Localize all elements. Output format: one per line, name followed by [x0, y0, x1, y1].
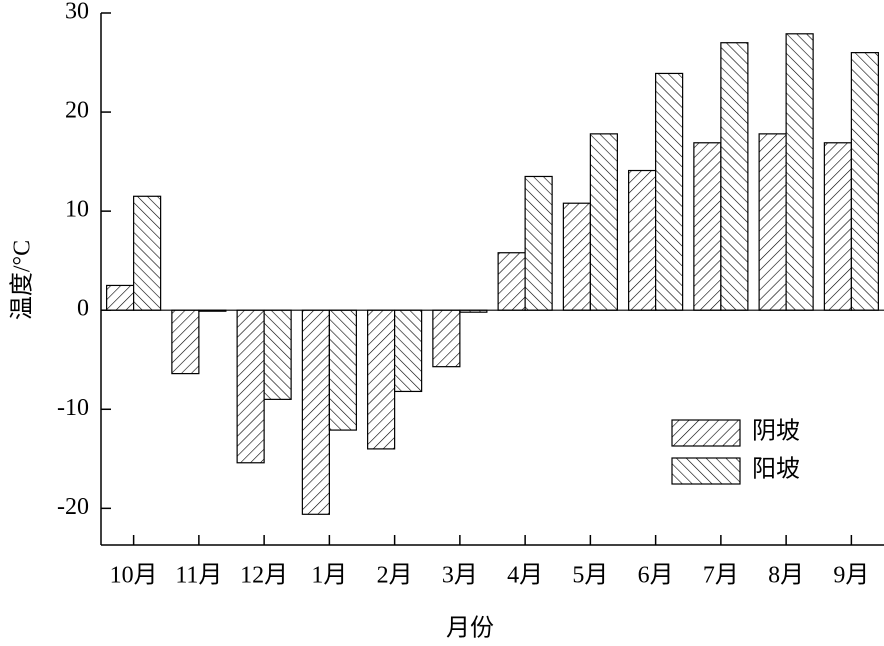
bar — [497, 252, 526, 311]
bar — [758, 133, 787, 311]
x-tick-label: 8月 — [768, 563, 804, 589]
bar — [850, 52, 879, 311]
legend-label: 阴坡 — [752, 418, 800, 445]
bar — [367, 309, 396, 450]
y-tick-label: -10 — [57, 395, 89, 421]
x-tick-label: 2月 — [377, 563, 413, 589]
x-tick-label: 11月 — [175, 563, 222, 589]
bar — [823, 142, 852, 311]
bar — [301, 309, 330, 515]
bar — [133, 195, 162, 311]
bar — [785, 33, 814, 311]
legend-label: 阳坡 — [752, 456, 800, 483]
x-tick-label: 9月 — [833, 563, 869, 589]
x-tick-label: 6月 — [638, 563, 674, 589]
y-tick-label: 10 — [65, 197, 89, 223]
bar — [432, 309, 461, 368]
x-tick-label: 3月 — [442, 563, 478, 589]
bar — [394, 309, 423, 393]
bar — [628, 169, 657, 311]
x-tick-label: 12月 — [240, 563, 288, 589]
bar — [328, 309, 357, 431]
bar — [524, 175, 553, 311]
y-tick-label: 20 — [65, 98, 89, 124]
bar — [106, 284, 135, 311]
x-tick-label: 1月 — [311, 563, 347, 589]
bar — [655, 72, 684, 311]
legend-swatch — [671, 457, 741, 485]
y-tick-label: 30 — [65, 0, 89, 25]
x-tick-label: 10月 — [110, 563, 158, 589]
bar — [263, 309, 292, 400]
x-tick-label: 5月 — [572, 563, 608, 589]
x-tick-label: 4月 — [507, 563, 543, 589]
legend-swatch — [671, 419, 741, 447]
bar — [720, 42, 749, 311]
y-tick-label: 0 — [77, 296, 89, 322]
bar — [693, 142, 722, 311]
bar — [236, 309, 265, 464]
x-tick-label: 7月 — [703, 563, 739, 589]
y-tick-label: -20 — [57, 494, 89, 520]
bar — [562, 202, 591, 311]
x-axis-label: 月份 — [446, 615, 494, 642]
bar — [589, 133, 618, 311]
y-axis-label: 温度/°C — [9, 240, 36, 320]
bar — [171, 309, 200, 375]
